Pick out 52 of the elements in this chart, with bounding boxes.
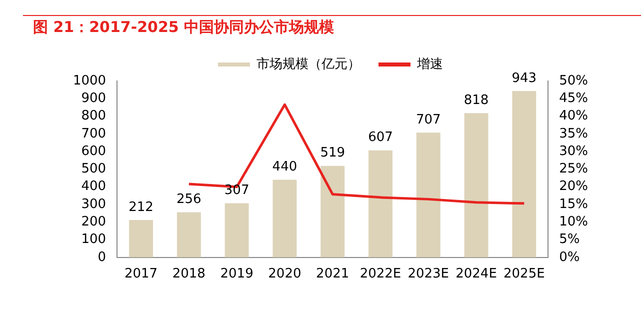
y-tick-label: 100 (81, 232, 106, 248)
y-tick-label: 1000 (72, 73, 106, 88)
y-tick-label: 300 (81, 196, 106, 212)
x-tick-label: 2025E (504, 266, 545, 282)
data-label: 440 (272, 160, 298, 175)
legend-label: 市场规模（亿元） (256, 56, 360, 72)
data-label: 519 (320, 146, 346, 161)
y-tick-label: 500 (81, 162, 106, 177)
y2-tick-label: 20% (559, 179, 588, 194)
bar (176, 212, 201, 258)
bar (512, 91, 536, 258)
data-label: 607 (368, 130, 393, 146)
y2-tick-label: 25% (559, 162, 588, 177)
x-tick-label: 2020 (268, 266, 302, 282)
y2-tick-label: 45% (559, 91, 588, 106)
y-tick-label: 600 (81, 144, 106, 159)
legend-label: 增速 (416, 56, 443, 72)
y-tick-label: 900 (81, 91, 106, 106)
bar (224, 203, 249, 258)
y2-tick-label: 10% (559, 214, 588, 230)
data-label: 256 (176, 192, 202, 208)
bar (320, 166, 345, 258)
y-tick-label: 0 (98, 250, 106, 265)
bar (464, 113, 488, 258)
bar (368, 150, 392, 258)
data-label: 943 (512, 70, 537, 86)
y-tick-label: 800 (81, 108, 106, 124)
bar (416, 132, 440, 258)
data-label: 707 (416, 112, 441, 128)
y-tick-label: 400 (81, 179, 106, 194)
y2-tick-label: 50% (559, 73, 588, 88)
x-tick-label: 2019 (220, 266, 254, 282)
x-tick-label: 2021 (316, 266, 350, 282)
x-tick-label: 2018 (172, 266, 206, 282)
bar (272, 180, 297, 258)
data-label: 307 (224, 183, 250, 198)
y2-tick-label: 5% (559, 232, 580, 248)
y2-tick-label: 30% (559, 144, 588, 159)
y-tick-label: 700 (81, 126, 106, 142)
data-label: 818 (464, 92, 489, 108)
chart-title: 图 21：2017-2025 中国协同办公市场规模 (33, 18, 334, 37)
y2-tick-label: 35% (559, 126, 588, 142)
y2-tick-label: 0% (559, 250, 580, 265)
x-tick-label: 2023E (408, 266, 450, 282)
y2-tick-label: 15% (559, 196, 588, 212)
x-tick-label: 2024E (456, 266, 497, 282)
data-label: 212 (128, 200, 154, 215)
x-tick-label: 2022E (360, 266, 402, 282)
y2-tick-label: 40% (559, 108, 588, 124)
x-tick-label: 2017 (124, 266, 158, 282)
bar (129, 220, 154, 258)
y-tick-label: 200 (81, 214, 106, 230)
